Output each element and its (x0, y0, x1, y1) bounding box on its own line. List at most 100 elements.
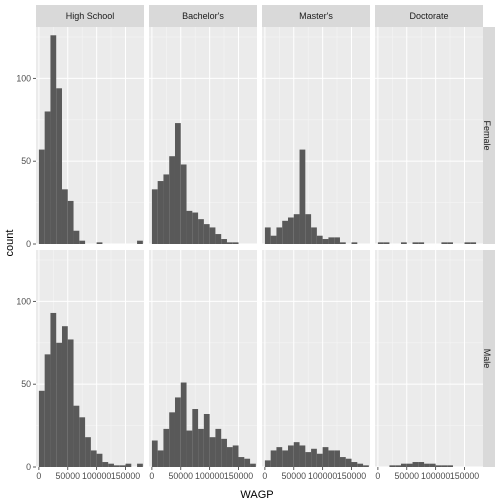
histogram-bar (61, 189, 68, 244)
histogram-bar (305, 452, 312, 467)
histogram-bar (38, 149, 45, 244)
panel-background (375, 27, 483, 244)
histogram-bar (85, 437, 91, 467)
histogram-bar (192, 409, 199, 467)
panel-female-high-school (36, 27, 144, 245)
histogram-bar (38, 390, 45, 467)
histogram-bar (339, 242, 346, 244)
histogram-bar (157, 450, 164, 467)
y-tick-label: 0 (26, 239, 31, 249)
histogram-bar (180, 382, 187, 467)
histogram-bar (334, 450, 340, 467)
histogram-bar (157, 181, 164, 244)
histogram-bar (429, 463, 436, 467)
x-tick-label: 50000 (169, 471, 194, 481)
histogram-bar (186, 430, 193, 467)
histogram-bar (264, 227, 271, 244)
histogram-bar (163, 174, 170, 244)
histogram-bar (73, 230, 80, 244)
x-tick-label: 100000 (82, 471, 111, 481)
panel-male-master-s (262, 250, 370, 468)
x-tick-label: 50000 (395, 471, 420, 481)
strip-label-high-school: High School (66, 11, 115, 21)
panel-background (375, 250, 483, 467)
y-axis-title: count (4, 230, 16, 257)
histogram-bar (209, 227, 216, 244)
histogram-bar (400, 463, 407, 467)
histogram-bar (470, 242, 477, 244)
histogram-bar (137, 463, 143, 467)
x-tick-label: 50000 (282, 471, 307, 481)
histogram-bar (169, 156, 175, 244)
x-tick-label: 0 (375, 471, 380, 481)
histogram-bar (198, 428, 204, 467)
histogram-bar (406, 463, 413, 467)
histogram-bar (221, 239, 227, 244)
histogram-bar (221, 438, 227, 467)
column-strips: High School Bachelor's Master's Doctorate (36, 5, 483, 27)
histogram-bar (357, 463, 364, 467)
panel-female-master-s (262, 27, 370, 245)
histogram-bar (276, 227, 283, 244)
histogram-bar (328, 450, 335, 467)
x-tick-label: 150000 (450, 471, 479, 481)
x-tick-label: 100000 (421, 471, 450, 481)
histogram-bar (322, 239, 329, 244)
x-tick-label: 150000 (337, 471, 366, 481)
histogram-bar (270, 235, 277, 244)
panel-background (262, 250, 370, 467)
histogram-bar (232, 242, 239, 244)
x-axis-title: WAGP (240, 489, 273, 501)
histogram-bar (79, 240, 86, 244)
histogram-bar (282, 220, 288, 244)
histogram-bar (299, 149, 306, 244)
histogram-bar (447, 465, 453, 467)
histogram-bar (377, 242, 384, 244)
strip-master-s (262, 5, 370, 27)
histogram-bar (102, 462, 109, 467)
histogram-bar (198, 219, 204, 244)
strip-label-male: Male (482, 349, 492, 369)
histogram-bar (215, 234, 222, 244)
histogram-bar (418, 242, 425, 244)
panel-male-doctorate (375, 250, 483, 468)
histogram-bar (137, 240, 143, 244)
histogram-bar (56, 342, 62, 467)
histogram-bar (203, 413, 210, 467)
histogram-bar (418, 462, 425, 467)
histogram-bar (287, 217, 294, 244)
histogram-bar (238, 457, 245, 467)
histogram-bar (311, 448, 317, 467)
y-tick-label: 0 (26, 462, 31, 472)
y-tick-label: 50 (21, 156, 31, 166)
histogram-bar (299, 445, 306, 467)
histogram-bar (441, 465, 448, 467)
histogram-bar (383, 242, 390, 244)
x-tick-label: 150000 (224, 471, 253, 481)
histogram-bar (389, 465, 396, 467)
panel-female-bachelor-s (149, 27, 257, 245)
histogram-bar (151, 440, 158, 467)
panel-male-high-school (36, 250, 144, 468)
facet-panels (36, 27, 483, 468)
panel-male-bachelor-s (149, 250, 257, 468)
histogram-bar (412, 462, 419, 467)
strip-high-school (36, 5, 144, 27)
y-tick-label: 50 (21, 379, 31, 389)
histogram-bar (44, 354, 51, 467)
histogram-bar (395, 465, 401, 467)
histogram-bar (50, 35, 57, 245)
x-tick-label: 0 (36, 471, 41, 481)
x-tick-label: 0 (262, 471, 267, 481)
strip-bachelor-s (149, 5, 257, 27)
histogram-bar (276, 447, 283, 467)
histogram-bar (345, 458, 352, 467)
strip-label-female: Female (482, 120, 492, 150)
histogram-bar (163, 428, 170, 467)
histogram-bar (79, 417, 86, 467)
x-tick-label: 100000 (308, 471, 337, 481)
histogram-bar (73, 405, 80, 467)
histogram-bar (305, 214, 312, 244)
histogram-bar (108, 463, 114, 467)
